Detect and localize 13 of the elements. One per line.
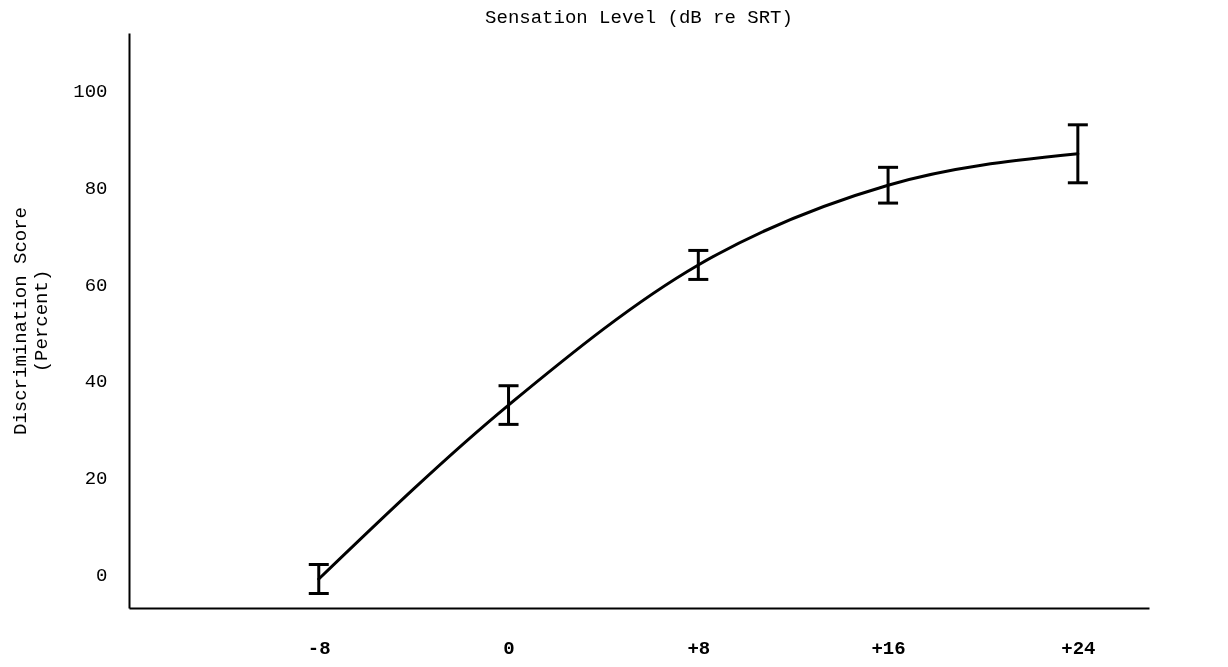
x-tick-label: +8 [687, 637, 711, 660]
x-tick-label: +24 [1061, 637, 1096, 660]
y-tick-label: 80 [84, 178, 108, 201]
x-tick-label: 0 [503, 637, 515, 660]
x-tick-label: -8 [307, 637, 331, 660]
x-tick-label: +16 [871, 637, 906, 660]
y-tick-label: 40 [84, 371, 108, 394]
y-tick-label: 60 [84, 274, 108, 297]
y-tick-label: 20 [84, 468, 108, 491]
y-axis-title: Discrimination Score (Percent) [10, 206, 54, 436]
y-tick-label: 0 [96, 564, 108, 587]
y-tick-label: 100 [73, 81, 108, 104]
x-axis-title: Sensation Level (dB re SRT) [485, 7, 793, 29]
